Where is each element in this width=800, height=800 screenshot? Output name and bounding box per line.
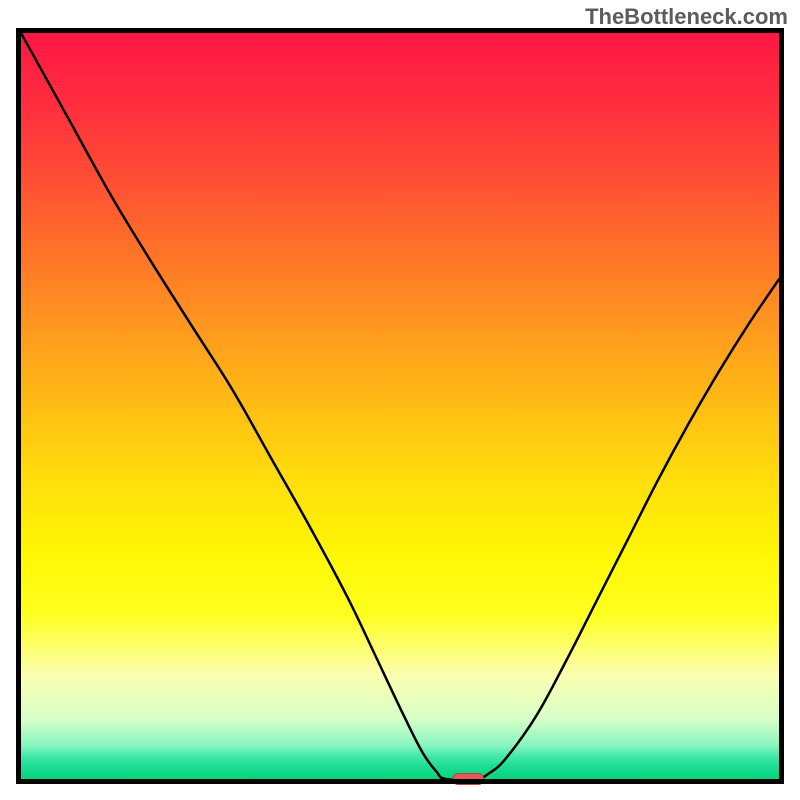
chart-background [21, 33, 779, 779]
watermark-text: TheBottleneck.com [585, 4, 788, 30]
chart-container: TheBottleneck.com [0, 0, 800, 800]
bottleneck-chart [0, 0, 800, 800]
